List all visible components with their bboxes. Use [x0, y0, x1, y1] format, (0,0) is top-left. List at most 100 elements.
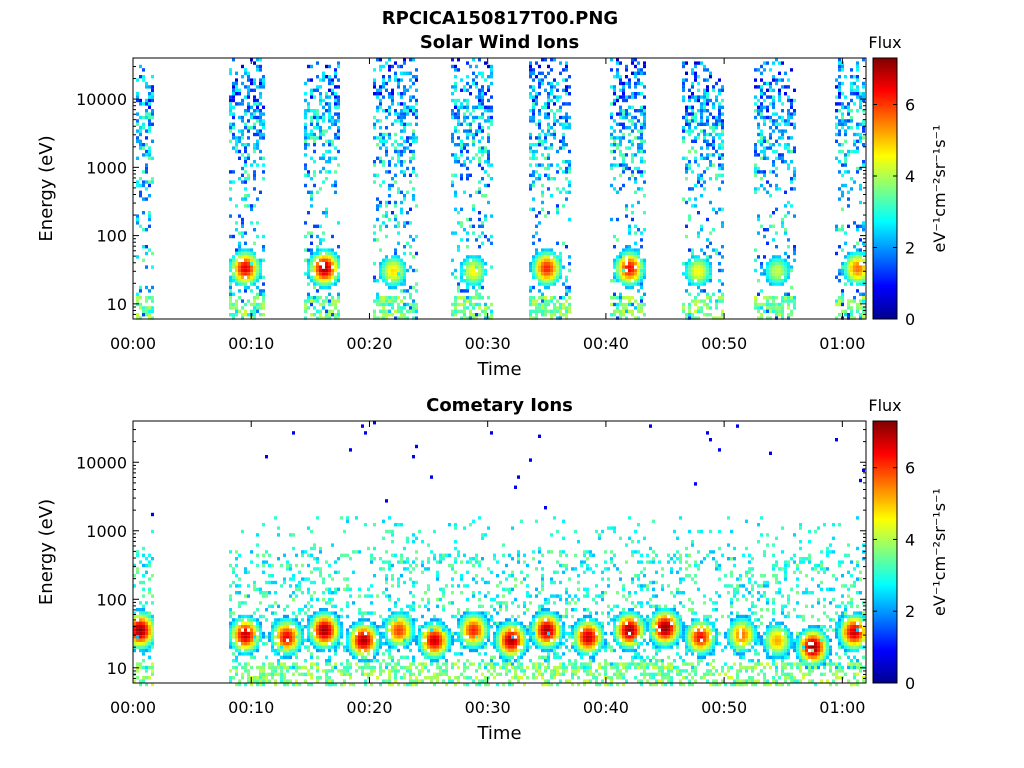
spectrogram-pixel — [334, 180, 337, 184]
spectrogram-pixel — [361, 635, 364, 639]
spectrogram-pixel — [541, 248, 544, 252]
spectrogram-pixel — [718, 296, 721, 300]
spectrogram-pixel — [379, 645, 382, 649]
spectrogram-pixel — [235, 136, 238, 140]
spectrogram-pixel — [307, 635, 310, 639]
spectrogram-pixel — [349, 642, 352, 646]
spectrogram-pixel — [241, 75, 244, 79]
spectrogram-pixel — [568, 170, 571, 174]
spectrogram-pixel — [352, 631, 355, 636]
spectrogram-pixel — [760, 316, 763, 320]
spectrogram-pixel — [469, 265, 472, 269]
spectrogram-pixel — [547, 299, 550, 303]
spectrogram-pixel — [394, 676, 397, 680]
spectrogram-pixel — [775, 275, 778, 279]
spectrogram-pixel — [403, 621, 406, 625]
spectrogram-pixel — [487, 238, 490, 242]
spectrogram-pixel — [853, 316, 856, 320]
spectrogram-pixel — [310, 313, 313, 317]
spectrogram-pixel — [286, 621, 289, 625]
spectrogram-pixel — [682, 156, 685, 160]
spectrogram-pixel — [490, 68, 493, 72]
spectrogram-pixel — [337, 98, 340, 103]
spectrogram-pixel — [292, 638, 295, 642]
spectrogram-pixel — [715, 177, 718, 181]
spectrogram-pixel — [334, 95, 337, 99]
spectrogram-pixel — [247, 669, 250, 673]
spectrogram-pixel — [772, 224, 775, 228]
spectrogram-pixel — [634, 180, 637, 184]
spectrogram-pixel — [415, 204, 418, 208]
spectrogram-pixel — [304, 139, 307, 143]
spectrogram-pixel — [247, 299, 250, 303]
spectrogram-pixel — [619, 105, 622, 109]
spectrogram-pixel — [352, 628, 355, 632]
spectrogram-pixel — [481, 194, 484, 198]
spectrogram-pixel — [256, 139, 259, 143]
spectrogram-pixel — [781, 262, 784, 266]
spectrogram-pixel — [703, 180, 706, 184]
spectrogram-pixel — [862, 122, 865, 126]
spectrogram-pixel — [388, 628, 391, 632]
spectrogram-pixel — [337, 628, 340, 632]
spectrogram-pixel — [697, 285, 700, 290]
spectrogram-pixel — [619, 255, 622, 259]
spectrogram-pixel — [451, 64, 454, 69]
spectrogram-pixel — [568, 85, 571, 89]
spectrogram-pixel — [385, 665, 388, 670]
spectrogram-pixel — [775, 255, 778, 259]
spectrogram-pixel — [412, 105, 415, 109]
spectrogram-pixel — [853, 245, 856, 249]
spectrogram-pixel — [715, 95, 718, 99]
spectrogram-pixel — [463, 146, 466, 150]
spectrogram-pixel — [238, 241, 241, 245]
spectrogram-pixel — [364, 431, 367, 435]
spectrogram-pixel — [622, 251, 625, 256]
spectrogram-pixel — [328, 299, 331, 303]
spectrogram-pixel — [280, 621, 283, 625]
spectrogram-pixel — [538, 265, 541, 269]
spectrogram-pixel — [259, 682, 262, 687]
spectrogram-pixel — [136, 180, 139, 184]
spectrogram-pixel — [316, 251, 319, 256]
spectrogram-pixel — [379, 85, 382, 89]
spectrogram-pixel — [385, 550, 388, 554]
spectrogram-pixel — [229, 234, 232, 239]
spectrogram-pixel — [553, 102, 556, 106]
spectrogram-pixel — [841, 299, 844, 303]
spectrogram-pixel — [394, 279, 397, 283]
panel-title: Solar Wind Ions — [420, 32, 579, 53]
spectrogram-pixel — [643, 194, 646, 198]
spectrogram-pixel — [472, 258, 475, 262]
spectrogram-pixel — [142, 645, 145, 649]
spectrogram-pixel — [622, 302, 625, 307]
spectrogram-pixel — [259, 601, 262, 605]
spectrogram-pixel — [550, 58, 553, 62]
spectrogram-pixel — [475, 115, 478, 120]
spectrogram-pixel — [304, 126, 307, 130]
spectrogram-pixel — [319, 251, 322, 256]
spectrogram-pixel — [331, 618, 334, 622]
x-tick-label: 00:40 — [583, 334, 629, 353]
spectrogram-pixel — [484, 268, 487, 273]
spectrogram-pixel — [763, 156, 766, 160]
spectrogram-pixel — [400, 557, 403, 561]
spectrogram-pixel — [355, 645, 358, 649]
spectrogram-pixel — [340, 635, 343, 639]
spectrogram-pixel — [760, 88, 763, 92]
spectrogram-pixel — [781, 258, 784, 262]
spectrogram-pixel — [565, 285, 568, 290]
spectrogram-pixel — [403, 262, 406, 266]
spectrogram-pixel — [718, 279, 721, 283]
spectrogram-pixel — [691, 316, 694, 320]
spectrogram-pixel — [238, 272, 241, 276]
spectrogram-pixel — [262, 669, 265, 673]
spectrogram-pixel — [397, 642, 400, 646]
spectrogram-pixel — [484, 170, 487, 174]
spectrogram-pixel — [331, 262, 334, 266]
spectrogram-pixel — [718, 153, 721, 157]
spectrogram-pixel — [544, 262, 547, 266]
spectrogram-pixel — [490, 177, 493, 181]
spectrogram-pixel — [631, 296, 634, 300]
spectrogram-pixel — [397, 156, 400, 160]
